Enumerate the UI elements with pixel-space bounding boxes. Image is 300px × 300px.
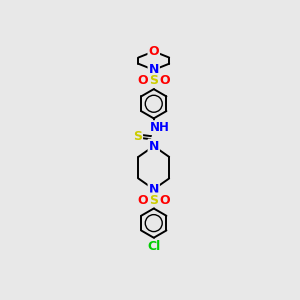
Text: O: O: [159, 74, 170, 87]
Text: O: O: [138, 194, 148, 206]
Text: N: N: [148, 63, 159, 76]
Text: Cl: Cl: [147, 240, 160, 253]
Text: S: S: [133, 130, 142, 142]
Text: O: O: [148, 45, 159, 58]
Text: O: O: [138, 74, 148, 87]
Text: S: S: [149, 74, 158, 87]
Text: S: S: [149, 194, 158, 206]
Text: N: N: [148, 183, 159, 196]
Text: N: N: [148, 140, 159, 153]
Text: NH: NH: [150, 121, 170, 134]
Text: O: O: [159, 194, 170, 206]
